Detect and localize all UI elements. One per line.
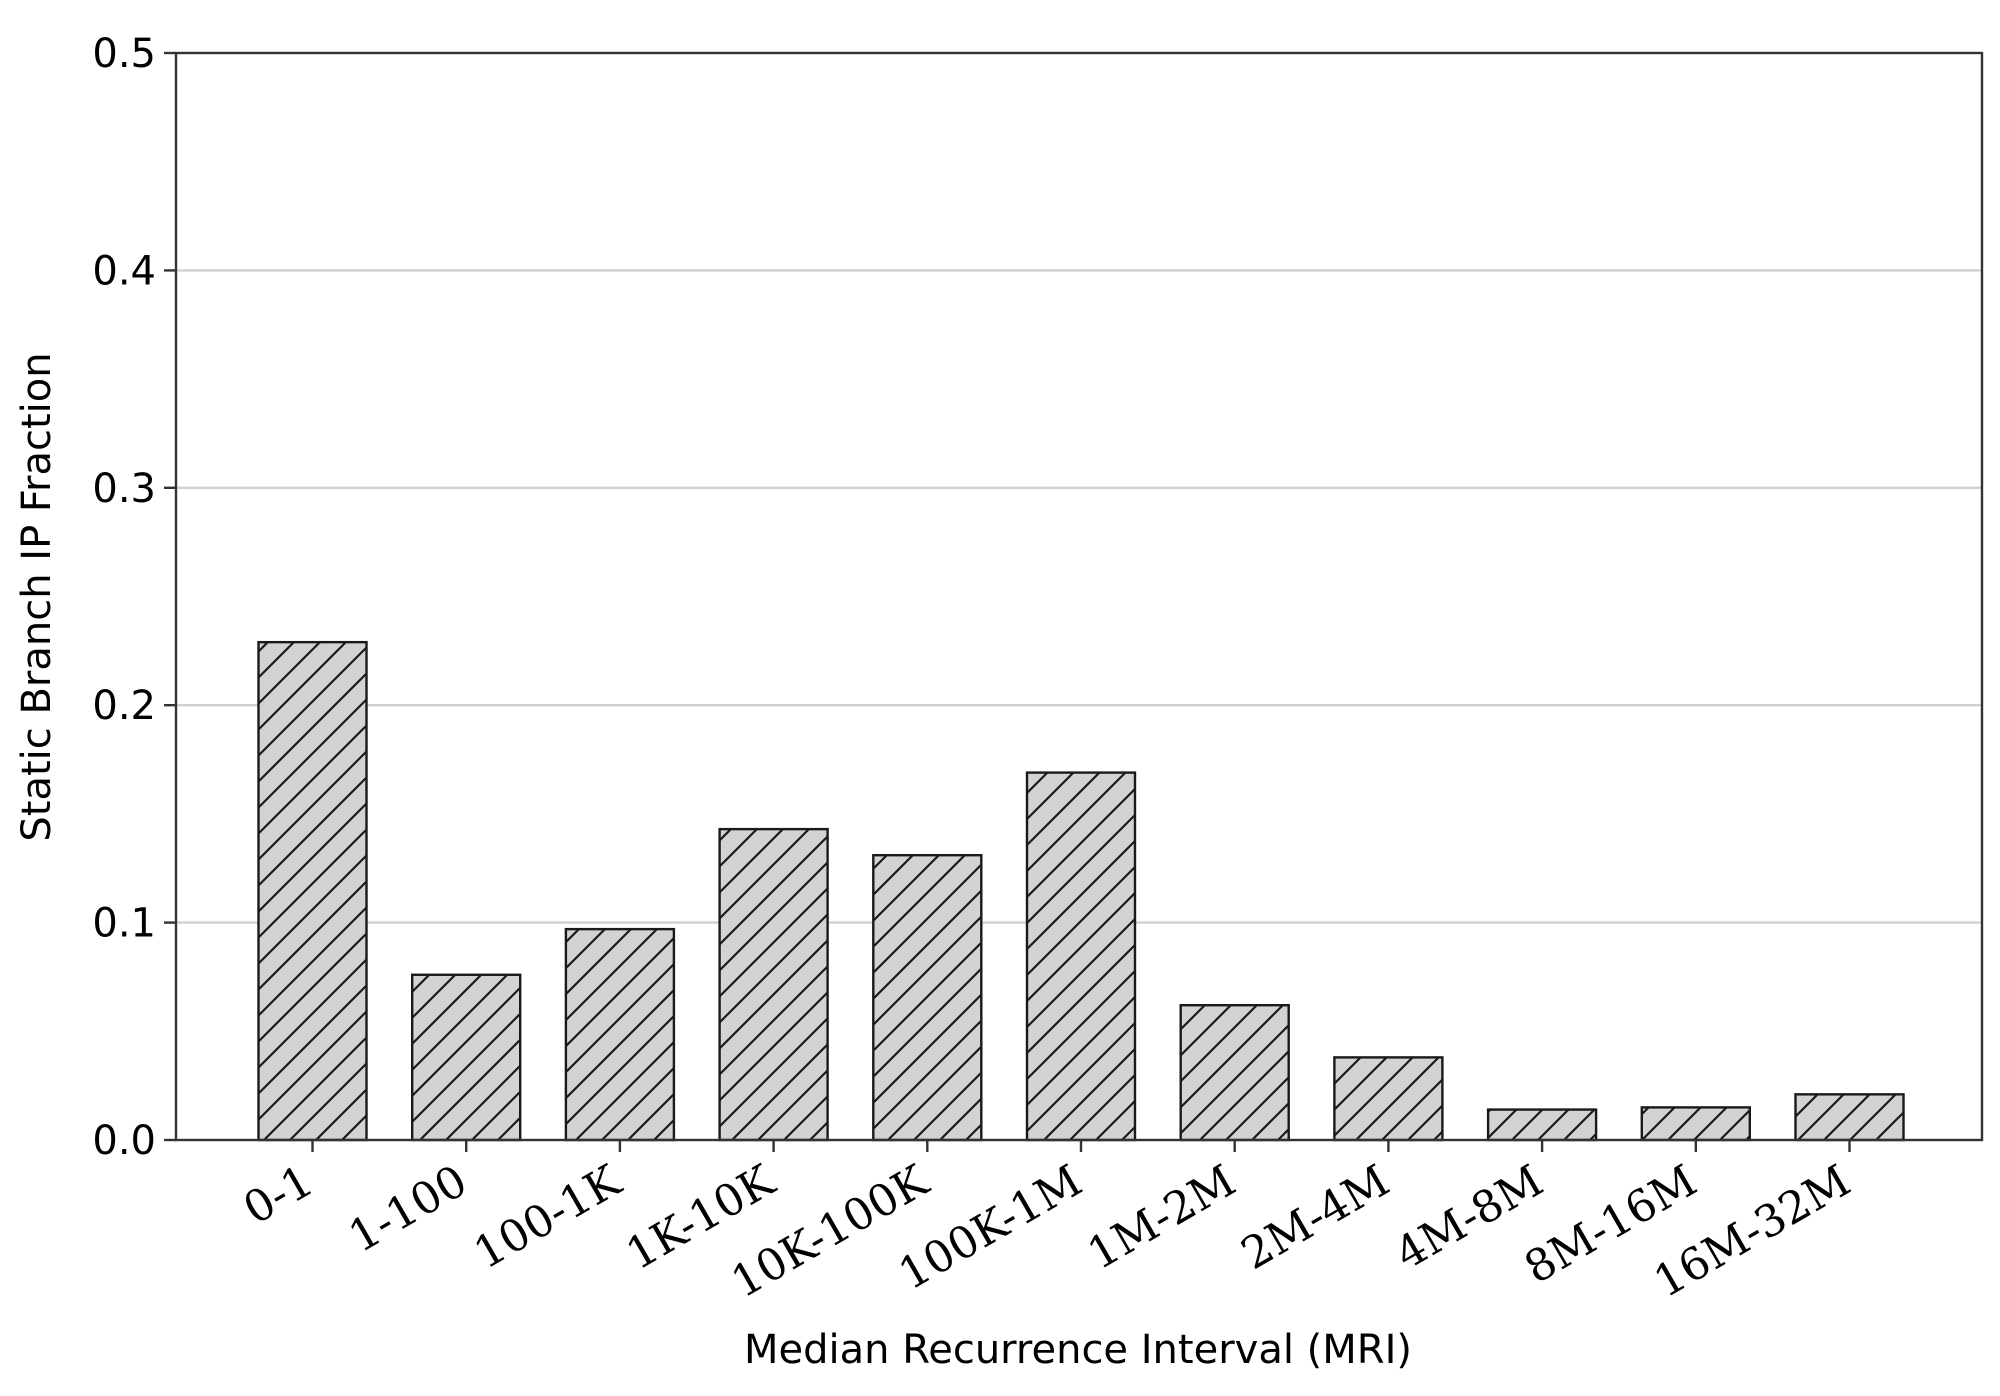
- bar-1M-2M: [1179, 1004, 1290, 1142]
- x-tick-label: 100-1K: [466, 1155, 631, 1280]
- y-tick-label: 0.0: [92, 1118, 156, 1164]
- y-tick-label: 0.5: [92, 31, 156, 77]
- bar-1K-10K: [718, 827, 829, 1142]
- bar-8M-16M: [1640, 1106, 1752, 1142]
- y-tick-label: 0.1: [92, 901, 156, 947]
- x-tick-label: 1M-2M: [1079, 1155, 1244, 1280]
- bar-0-1: [257, 640, 368, 1142]
- x-ticks: 0-1 1-100100-1K1K-10K10K-100K100K-1M1M-2M…: [235, 1140, 1859, 1308]
- axes: [174, 51, 1984, 1142]
- bar-1-100: [411, 973, 522, 1142]
- x-tick-label: 2M-4M: [1233, 1155, 1398, 1280]
- plot-frame: [174, 51, 1984, 1142]
- x-tick-label: 0-1: [235, 1155, 322, 1235]
- y-tick-label: 0.4: [92, 248, 156, 294]
- x-axis-label: Median Recurrence Interval (MRI): [744, 1327, 1412, 1373]
- x-tick-label: 1-100: [340, 1155, 475, 1263]
- bar-100K-1M: [1025, 771, 1137, 1142]
- bar-2M-4M: [1333, 1056, 1444, 1142]
- bar-10K-100K: [872, 854, 983, 1142]
- bar-16M-32M: [1794, 1093, 1905, 1142]
- bar-100-1K: [564, 927, 676, 1142]
- y-tick-label: 0.3: [92, 466, 156, 512]
- y-axis-label: Static Branch IP Fraction: [14, 352, 60, 841]
- bars: [257, 640, 1905, 1142]
- y-tick-label: 0.2: [92, 683, 156, 729]
- y-ticks: 0.0 0.1 0.2 0.3 0.4 0.5: [92, 31, 176, 1164]
- bar-4M-8M: [1486, 1108, 1598, 1142]
